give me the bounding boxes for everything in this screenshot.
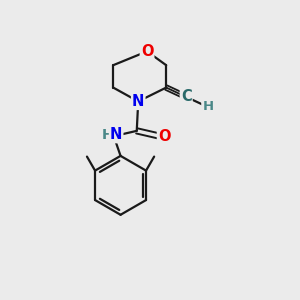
- Text: H: H: [202, 100, 213, 113]
- Text: H: H: [101, 128, 113, 142]
- Text: O: O: [158, 129, 170, 144]
- Text: O: O: [141, 44, 153, 59]
- Text: N: N: [110, 127, 122, 142]
- Text: N: N: [132, 94, 144, 109]
- Text: C: C: [181, 89, 192, 104]
